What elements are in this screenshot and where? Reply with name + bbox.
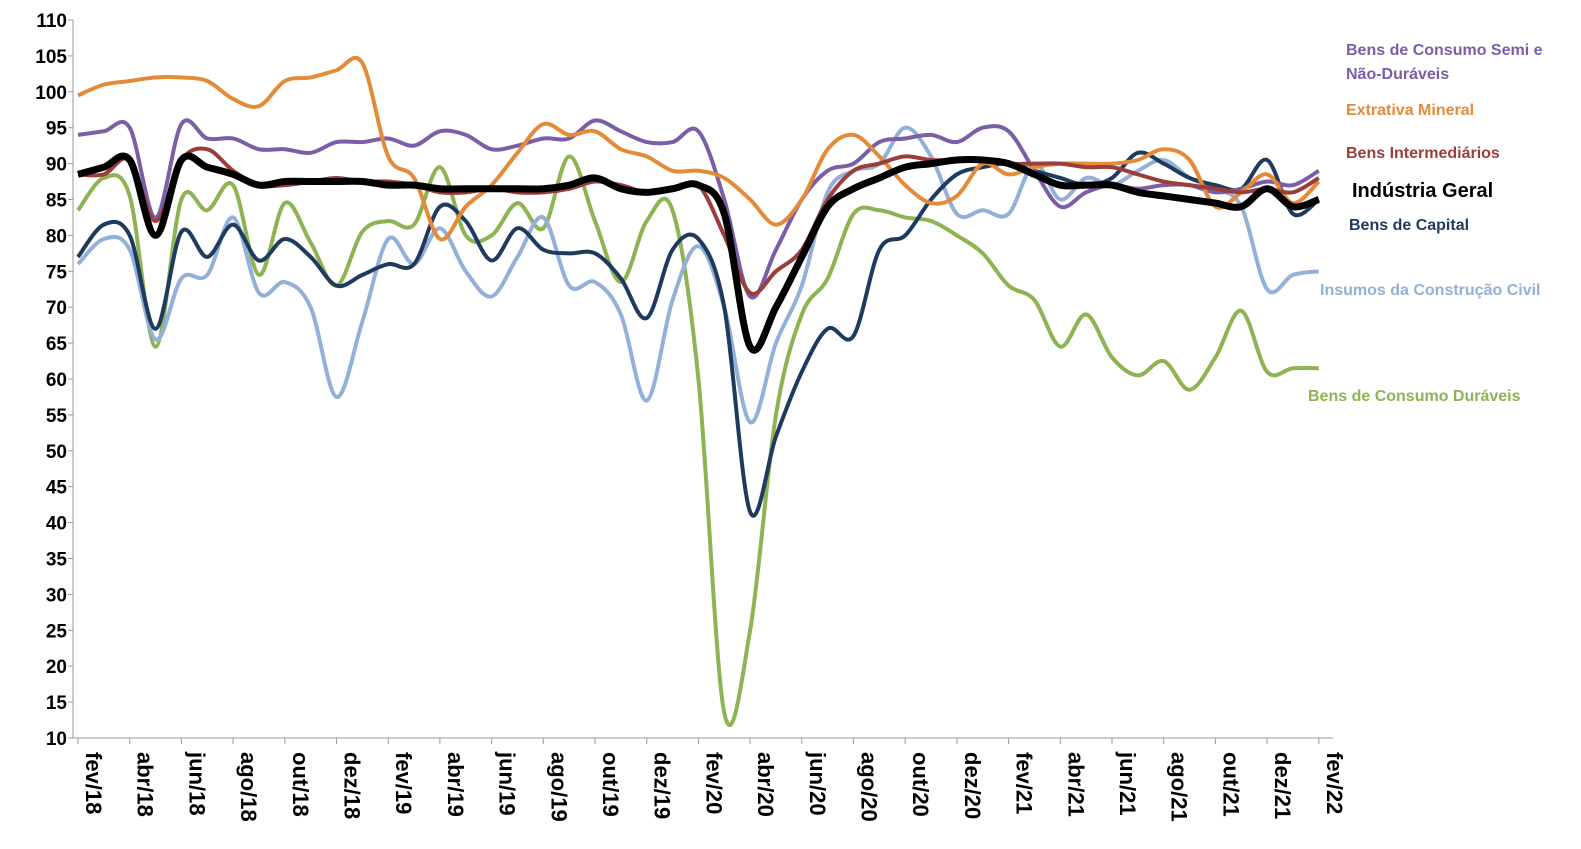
y-tick-label: 10 bbox=[46, 729, 67, 750]
y-tick-label: 70 bbox=[46, 298, 67, 319]
y-tick-label: 15 bbox=[46, 693, 68, 714]
x-tick-label: out/18 bbox=[288, 752, 313, 817]
legend-entry: Extrativa Mineral bbox=[1346, 102, 1475, 119]
y-tick-label: 40 bbox=[46, 514, 67, 535]
y-tick-label: 35 bbox=[46, 550, 68, 571]
y-tick-label: 65 bbox=[46, 334, 68, 355]
x-tick-label: dez/20 bbox=[960, 752, 985, 819]
y-tick-label: 60 bbox=[46, 370, 67, 391]
x-tick-label: jun/19 bbox=[495, 751, 520, 816]
y-tick-label: 105 bbox=[35, 47, 67, 68]
legend-entry: Insumos da Construção Civil bbox=[1320, 282, 1541, 299]
series-line bbox=[76, 154, 1319, 727]
y-tick-label: 20 bbox=[46, 657, 67, 678]
x-tick-label: ago/20 bbox=[857, 752, 882, 822]
x-tick-label: fev/18 bbox=[81, 752, 106, 814]
y-tick-label: 55 bbox=[46, 406, 68, 427]
y-tick-label: 75 bbox=[46, 262, 68, 283]
legend-entry: Bens de Consumo Duráveis bbox=[1308, 388, 1521, 405]
y-tick-label: 110 bbox=[36, 11, 67, 32]
series-line bbox=[77, 152, 1320, 354]
x-tick-label: fev/21 bbox=[1012, 752, 1037, 814]
x-tick-label: jun/18 bbox=[184, 751, 209, 816]
y-tick-label: 25 bbox=[46, 621, 68, 642]
y-tick-label: 80 bbox=[46, 226, 67, 247]
x-tick-label: out/19 bbox=[598, 752, 623, 817]
y-tick-label: 85 bbox=[46, 191, 68, 212]
x-tick-label: ago/21 bbox=[1167, 752, 1192, 822]
x-tick-label: ago/19 bbox=[546, 752, 571, 822]
x-tick-label: dez/19 bbox=[650, 752, 675, 819]
x-tick-label: dez/18 bbox=[340, 752, 365, 819]
legend-entry: Bens Intermediários bbox=[1346, 145, 1500, 162]
series-line bbox=[77, 55, 1321, 242]
y-tick-label: 30 bbox=[46, 585, 67, 606]
y-tick-label: 95 bbox=[46, 119, 68, 140]
x-tick-label: ago/18 bbox=[236, 752, 261, 822]
y-tick-label: 100 bbox=[35, 83, 67, 104]
legend-entry: Bens de Capital bbox=[1349, 217, 1470, 234]
legend-entry: Indústria Geral bbox=[1352, 180, 1494, 202]
x-tick-label: dez/21 bbox=[1270, 752, 1295, 819]
x-tick-label: fev/20 bbox=[701, 752, 726, 814]
series-line bbox=[76, 150, 1321, 518]
x-tick-label: jun/21 bbox=[1115, 751, 1140, 816]
y-tick-label: 45 bbox=[46, 478, 68, 499]
x-tick-label: fev/22 bbox=[1322, 752, 1347, 814]
x-tick-label: abr/20 bbox=[753, 752, 778, 817]
x-tick-label: out/21 bbox=[1218, 752, 1243, 817]
x-tick-label: out/20 bbox=[908, 752, 933, 817]
x-tick-label: fev/19 bbox=[391, 752, 416, 814]
x-tick-label: abr/21 bbox=[1063, 752, 1088, 817]
x-tick-label: abr/18 bbox=[133, 752, 158, 817]
y-tick-label: 50 bbox=[46, 442, 67, 463]
x-tick-label: abr/19 bbox=[443, 752, 468, 817]
x-tick-label: jun/20 bbox=[805, 751, 830, 816]
legend-entry: Bens de Consumo Semi e Não-Duráveis bbox=[1346, 42, 1543, 83]
y-tick-label: 90 bbox=[46, 155, 67, 176]
